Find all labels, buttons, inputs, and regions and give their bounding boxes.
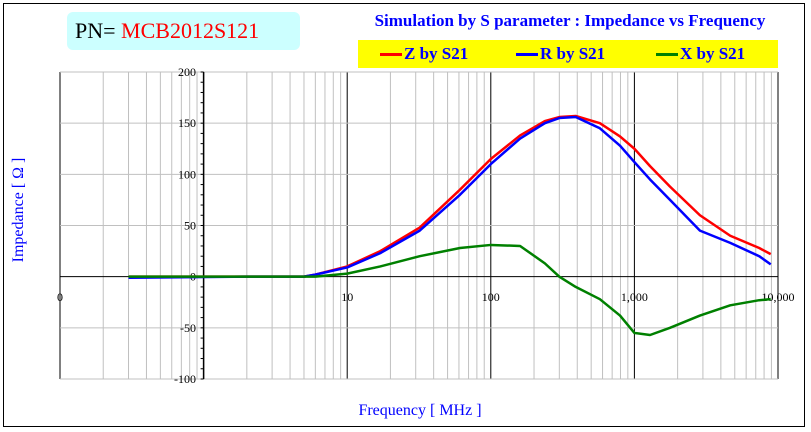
- x-tick-label: 1,000: [621, 290, 648, 304]
- legend-label-z: Z by S21: [404, 44, 469, 63]
- pn-value: MCB2012S121: [121, 18, 260, 43]
- legend: Z by S21 R by S21 X by S21: [358, 40, 778, 68]
- legend-item-x: X by S21: [656, 44, 745, 64]
- y-tick-label: -100: [174, 372, 196, 386]
- y-tick-label: 200: [178, 65, 196, 79]
- series-line-x: [128, 243, 771, 337]
- y-axis-label: Impedance [ Ω ]: [10, 158, 27, 263]
- legend-item-r: R by S21: [516, 44, 605, 64]
- legend-swatch-z: [380, 52, 402, 56]
- pn-label: PN=: [75, 18, 116, 43]
- x-tick-label: 10: [341, 290, 353, 304]
- legend-swatch-r: [516, 52, 538, 56]
- part-number-box: PN= MCB2012S121: [67, 12, 300, 50]
- chart-frame: [3, 3, 805, 427]
- y-tick-label: 50: [184, 219, 196, 233]
- x-axis-label: Frequency [ MHz ]: [358, 402, 481, 419]
- legend-swatch-x: [656, 52, 678, 56]
- legend-label-r: R by S21: [540, 44, 606, 63]
- y-tick-label: 150: [178, 116, 196, 130]
- x-tick-label: 0: [57, 290, 63, 304]
- legend-label-x: X by S21: [680, 44, 746, 63]
- y-tick-label: -50: [180, 321, 196, 335]
- legend-item-z: Z by S21: [380, 44, 468, 64]
- x-tick-label: 10,000: [762, 290, 795, 304]
- x-tick-label: 100: [482, 290, 500, 304]
- series-line-r: [128, 115, 772, 279]
- chart-title: Simulation by S parameter : Impedance vs…: [374, 11, 766, 30]
- series-line-z: [128, 114, 772, 278]
- y-tick-label: 100: [178, 167, 196, 181]
